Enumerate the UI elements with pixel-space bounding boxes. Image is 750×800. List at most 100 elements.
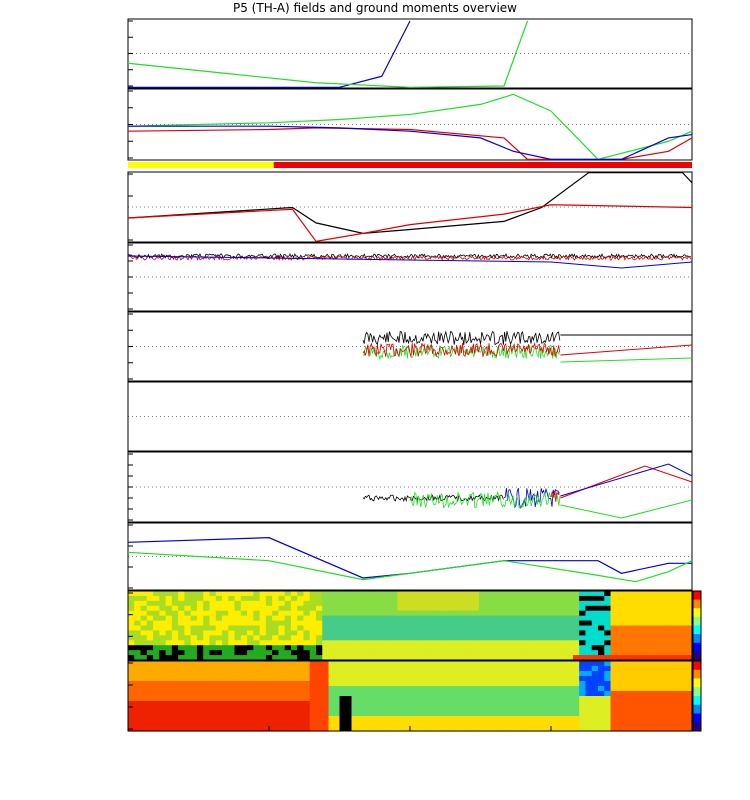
spectrogram-cell: [535, 640, 543, 646]
spectrogram-cell: [309, 676, 317, 682]
spectrogram-cell: [566, 615, 574, 622]
spectrogram-cell: [316, 625, 323, 632]
spectrogram-cell: [416, 691, 424, 697]
spectrogram-cell: [616, 595, 624, 602]
spectrogram-cell: [222, 661, 229, 667]
spectrogram-cell: [504, 605, 511, 612]
spectrogram-cell: [378, 610, 386, 617]
spectrogram-cell: [679, 650, 687, 656]
spectrogram-cell: [215, 661, 223, 667]
spectrogram-cell: [554, 701, 561, 707]
spectrogram-cell: [196, 691, 204, 697]
spectrogram-cell: [372, 645, 380, 651]
spectrogram-cell: [209, 676, 217, 682]
spectrogram-cell: [140, 681, 148, 687]
spectrogram-cell: [472, 716, 480, 722]
spectrogram-cell: [428, 650, 436, 656]
spectrogram-cell: [497, 625, 505, 632]
spectrogram-cell: [685, 605, 693, 612]
spectrogram-cell: [196, 716, 204, 722]
spectrogram-cell: [190, 591, 198, 597]
spectrogram-cell: [347, 615, 355, 622]
spectrogram-cell: [541, 721, 549, 727]
spectrogram-cell: [410, 640, 417, 646]
spectrogram-cell: [616, 701, 624, 707]
colorbar-band: [693, 625, 701, 635]
spectrogram-cell: [240, 650, 248, 656]
spectrogram-cell: [679, 625, 687, 632]
spectrogram-cell: [654, 716, 662, 722]
spectrogram-cell: [309, 716, 317, 722]
spectrogram-cell: [547, 691, 555, 697]
spectrogram-cell: [453, 706, 461, 712]
spectrogram-cell: [516, 666, 524, 672]
spectrogram-cell: [435, 676, 442, 682]
spectrogram-cell: [215, 721, 223, 727]
spectrogram-cell: [309, 721, 317, 727]
spectrogram-cell: [529, 600, 536, 607]
spectrogram-cell: [579, 661, 587, 667]
spectrogram-cell: [422, 625, 430, 632]
spectrogram-cell: [623, 600, 630, 607]
spectrogram-cell: [253, 635, 261, 641]
spectrogram-cell: [504, 600, 511, 607]
spectrogram-cell: [403, 706, 411, 712]
spectrogram-cell: [478, 615, 486, 622]
spectrogram-cell: [491, 691, 499, 697]
spectrogram-cell: [253, 721, 261, 727]
spectrogram-cell: [128, 721, 135, 727]
spectrogram-cell: [554, 605, 561, 612]
spectrogram-cell: [416, 595, 424, 602]
spectrogram-cell: [510, 645, 518, 651]
spectrogram-cell: [171, 696, 179, 702]
spectrogram-cell: [290, 625, 298, 632]
spectrogram-cell: [209, 630, 217, 636]
spectrogram-cell: [673, 686, 681, 692]
spectrogram-cell: [447, 661, 455, 667]
spectrogram-cell: [604, 591, 612, 597]
spectrogram-cell: [391, 726, 399, 732]
spectrogram-cell: [209, 635, 217, 641]
spectrogram-cell: [347, 605, 355, 612]
spectrogram-cell: [328, 716, 336, 722]
spectrogram-cell: [334, 655, 342, 661]
spectrogram-cell: [560, 620, 568, 627]
spectrogram-cell: [623, 701, 630, 707]
spectrogram-cell: [366, 686, 373, 692]
spectrogram-cell: [309, 650, 317, 656]
spectrogram-cell: [222, 595, 229, 602]
spectrogram-cell: [666, 615, 674, 622]
spectrogram-cell: [428, 716, 436, 722]
spectrogram-cell: [165, 615, 173, 622]
spectrogram-cell: [491, 676, 499, 682]
spectrogram-cell: [410, 620, 417, 627]
spectrogram-cell: [247, 635, 254, 641]
spectrogram-cell: [284, 605, 292, 612]
spectrogram-cell: [247, 686, 254, 692]
spectrogram-cell: [560, 605, 568, 612]
spectrogram-cell: [253, 661, 261, 667]
spectrogram-cell: [610, 711, 618, 717]
spectrogram-cell: [497, 655, 505, 661]
spectrogram-cell: [184, 681, 192, 687]
spectrogram-cell: [629, 600, 637, 607]
spectrogram-cell: [554, 610, 561, 617]
spectrogram-cell: [472, 595, 480, 602]
spectrogram-cell: [410, 635, 417, 641]
spectrogram-cell: [153, 696, 160, 702]
spectrogram-cell: [497, 681, 505, 687]
spectrogram-cell: [259, 620, 267, 627]
spectrogram-cell: [422, 645, 430, 651]
spectrogram-cell: [234, 686, 242, 692]
spectrogram-cell: [685, 671, 693, 677]
spectrogram-cell: [497, 721, 505, 727]
spectrogram-cell: [366, 635, 373, 641]
spectrogram-cell: [435, 666, 442, 672]
spectrogram-cell: [648, 640, 655, 646]
spectrogram-cell: [478, 691, 486, 697]
spectrogram-cell: [316, 630, 323, 636]
spectrogram-cell: [209, 640, 217, 646]
spectrogram-cell: [679, 696, 687, 702]
spectrogram-cell: [316, 591, 323, 597]
spectrogram-cell: [478, 650, 486, 656]
